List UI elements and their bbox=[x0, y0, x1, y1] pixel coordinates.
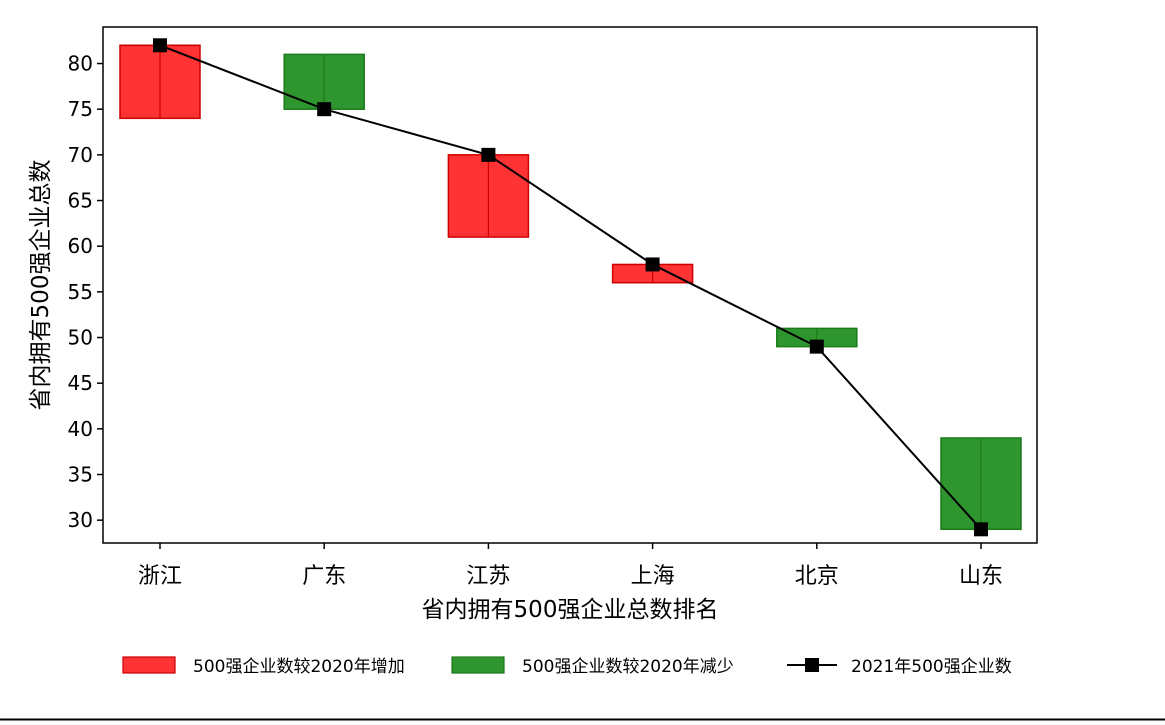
total-line-series bbox=[153, 38, 988, 537]
y-tick-label: 80 bbox=[68, 52, 93, 76]
legend-decrease-swatch bbox=[451, 656, 505, 674]
legend-total-swatch-marker bbox=[805, 658, 819, 672]
total-line bbox=[159, 44, 982, 530]
total-marker bbox=[974, 522, 988, 537]
legend-increase-label: 500强企业数较2020年增加 bbox=[193, 657, 405, 677]
x-tick-label: 浙江 bbox=[138, 564, 182, 589]
x-tick-label: 北京 bbox=[795, 564, 839, 589]
y-tick-label: 75 bbox=[68, 97, 93, 121]
y-tick-label: 45 bbox=[68, 371, 93, 395]
total-marker bbox=[645, 257, 660, 272]
increase-decrease-boxes bbox=[119, 44, 1022, 531]
y-tick-label: 30 bbox=[68, 508, 93, 532]
y-axis: 30 35 40 45 50 55 60 65 70 75 80 bbox=[68, 52, 103, 532]
y-tick-label: 55 bbox=[68, 280, 93, 304]
legend-decrease-label: 500强企业数较2020年减少 bbox=[522, 657, 734, 677]
y-tick-label: 40 bbox=[68, 417, 93, 441]
legend-increase-swatch bbox=[122, 656, 176, 674]
x-axis: 浙江 广东 江苏 上海 北京 山东 bbox=[138, 543, 1003, 589]
legend-total-label: 2021年500强企业数 bbox=[851, 657, 1012, 677]
x-tick-label: 广东 bbox=[302, 564, 346, 589]
y-axis-title: 省内拥有500强企业总数 bbox=[28, 160, 54, 411]
x-axis-title: 省内拥有500强企业总数排名 bbox=[422, 597, 719, 623]
total-marker bbox=[153, 38, 167, 53]
x-tick-label: 江苏 bbox=[466, 564, 510, 589]
x-tick-label: 上海 bbox=[631, 564, 675, 589]
legend: 500强企业数较2020年增加 500强企业数较2020年减少 2021年500强企… bbox=[122, 656, 1012, 677]
total-marker bbox=[809, 339, 824, 354]
total-marker bbox=[317, 102, 332, 117]
x-tick-label: 山东 bbox=[959, 564, 1003, 589]
y-tick-label: 65 bbox=[68, 189, 93, 213]
y-tick-label: 70 bbox=[68, 143, 93, 167]
plot-frame bbox=[102, 26, 1038, 544]
y-tick-label: 50 bbox=[68, 326, 93, 350]
total-marker bbox=[481, 147, 496, 162]
y-tick-label: 60 bbox=[68, 234, 93, 258]
y-tick-label: 35 bbox=[68, 463, 93, 487]
